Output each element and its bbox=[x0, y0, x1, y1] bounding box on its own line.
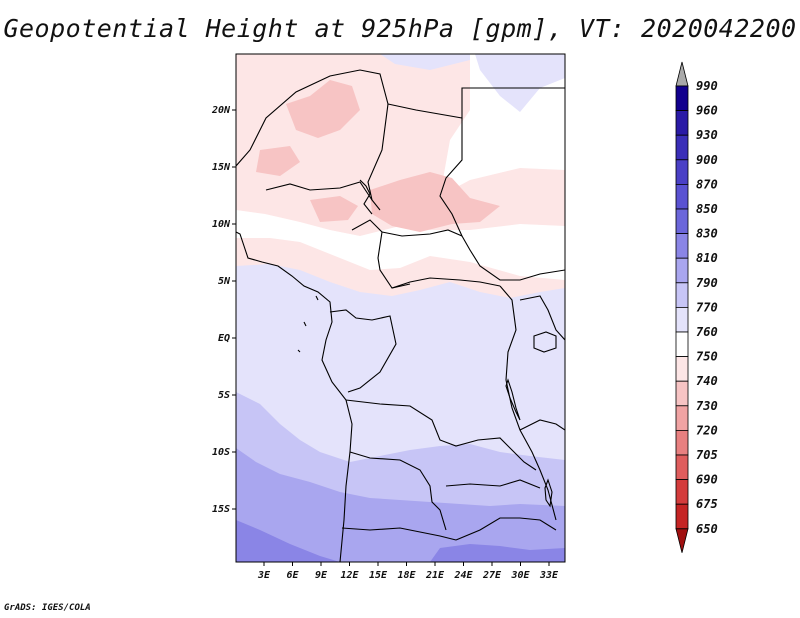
colorbar-swatch bbox=[675, 356, 689, 382]
lake-victoria bbox=[533, 331, 557, 353]
colorbar-swatch bbox=[675, 429, 689, 456]
field-pink-w bbox=[256, 146, 300, 176]
field-pink-n bbox=[286, 80, 360, 138]
lon-label: 21E bbox=[425, 570, 445, 581]
border-nile bbox=[359, 179, 373, 215]
colorbar-swatch bbox=[675, 282, 689, 308]
field-pink-s bbox=[310, 196, 358, 222]
colorbar-swatch bbox=[675, 110, 689, 136]
border-angola-s bbox=[341, 527, 457, 541]
colorbar-bottom-arrow bbox=[675, 528, 689, 553]
map-frame bbox=[235, 53, 566, 563]
map-title: Geopotential Height at 925hPa [gpm], VT:… bbox=[3, 14, 797, 43]
field-pink-c bbox=[370, 172, 500, 232]
colorbar-label: 990 bbox=[696, 79, 718, 93]
lat-label: 5S bbox=[218, 390, 230, 401]
longitude-axis: 3E 6E 9E 12E 15E 18E 21E 24E 27E 30E 33E bbox=[257, 562, 559, 581]
border-congo bbox=[329, 309, 397, 393]
lon-label: 12E bbox=[340, 570, 359, 581]
lat-label: 10N bbox=[212, 219, 231, 230]
border-car-s bbox=[391, 277, 501, 289]
colorbar-top-arrow bbox=[675, 61, 689, 87]
footer-credit: GrADS: IGES/COLA bbox=[4, 603, 91, 613]
lat-label: 10S bbox=[212, 447, 230, 458]
lon-label: 9E bbox=[315, 570, 328, 581]
border-zimbabwe bbox=[455, 517, 557, 541]
colorbar-label: 705 bbox=[696, 448, 718, 462]
border-sahel-1 bbox=[236, 69, 389, 211]
colorbar-swatch bbox=[675, 233, 689, 259]
colorbar-label: 960 bbox=[696, 104, 718, 118]
border-tanzania bbox=[519, 419, 565, 431]
lake-malawi bbox=[544, 478, 553, 508]
colorbar-label: 740 bbox=[696, 374, 718, 388]
lon-label: 24E bbox=[453, 570, 473, 581]
field-purple-2 bbox=[236, 448, 565, 562]
field-purple-3b bbox=[430, 544, 565, 562]
border-kenya bbox=[519, 295, 565, 341]
lake-tanganyika bbox=[505, 378, 521, 421]
colorbar-swatch bbox=[675, 85, 689, 112]
border-car bbox=[381, 229, 463, 237]
colorbar-swatch bbox=[675, 257, 689, 284]
lat-label: EQ bbox=[218, 333, 230, 344]
field-lavender-ne bbox=[475, 54, 565, 112]
colorbar-label: 770 bbox=[696, 300, 718, 314]
colorbar-label: 650 bbox=[696, 522, 718, 536]
colorbar-swatch bbox=[675, 454, 689, 481]
lon-label: 30E bbox=[510, 570, 530, 581]
colorbar-swatch bbox=[675, 331, 689, 358]
lat-label: 15N bbox=[212, 162, 231, 173]
colorbar-label: 750 bbox=[696, 350, 718, 364]
border-libya-sudan bbox=[387, 87, 565, 119]
colorbar-label: 790 bbox=[696, 276, 718, 290]
colorbar-swatch bbox=[675, 405, 689, 431]
colorbar-label: 830 bbox=[696, 227, 718, 241]
lon-label: 15E bbox=[369, 570, 388, 581]
colorbar-swatch bbox=[675, 306, 689, 333]
colorbar-label: 675 bbox=[696, 497, 718, 511]
colorbar-label: 720 bbox=[696, 423, 718, 437]
lat-label: 15S bbox=[212, 504, 230, 515]
border-drc-east bbox=[499, 285, 557, 521]
lat-label: 5N bbox=[218, 276, 231, 287]
colorbar-label: 760 bbox=[696, 325, 718, 339]
gulf-of-guinea-islands bbox=[297, 295, 319, 353]
border-sahel-2 bbox=[265, 181, 373, 201]
colorbar-label: 850 bbox=[696, 202, 718, 216]
lon-label: 27E bbox=[482, 570, 502, 581]
border-drc-south bbox=[345, 399, 537, 471]
colorbar-swatch bbox=[675, 183, 689, 210]
country-borders bbox=[236, 69, 565, 562]
colorbar-label: 730 bbox=[696, 399, 718, 413]
latitude-axis: 20N 15N 10N 5N EQ 5S 10S 15S bbox=[211, 105, 236, 515]
colorbar-swatch bbox=[675, 479, 689, 505]
colorbar-swatch bbox=[675, 134, 689, 161]
colorbar-label: 690 bbox=[696, 473, 718, 487]
field-purple-3 bbox=[236, 520, 340, 562]
field-white-ne bbox=[236, 54, 565, 280]
colorbar: 990 960 930 900 870 850 830 810 790 770 760 750 740 7… bbox=[675, 61, 718, 553]
colorbar-label: 870 bbox=[696, 177, 718, 191]
colorbar-label: 810 bbox=[696, 251, 718, 265]
lon-label: 18E bbox=[397, 570, 416, 581]
lon-label: 6E bbox=[286, 570, 299, 581]
border-zambia bbox=[445, 479, 541, 489]
border-angola bbox=[349, 451, 447, 531]
lon-label: 3E bbox=[257, 570, 271, 581]
colorbar-swatch bbox=[675, 159, 689, 185]
lat-label: 20N bbox=[211, 105, 231, 116]
colorbar-label: 930 bbox=[696, 128, 718, 142]
colorbar-swatch bbox=[675, 380, 689, 407]
colorbar-swatch bbox=[675, 208, 689, 235]
border-chad-sudan bbox=[439, 118, 565, 281]
height-field bbox=[236, 54, 565, 562]
lon-label: 33E bbox=[539, 570, 559, 581]
field-lavender-n bbox=[340, 54, 470, 70]
colorbar-label: 900 bbox=[696, 153, 718, 167]
colorbar-swatch bbox=[675, 503, 689, 530]
